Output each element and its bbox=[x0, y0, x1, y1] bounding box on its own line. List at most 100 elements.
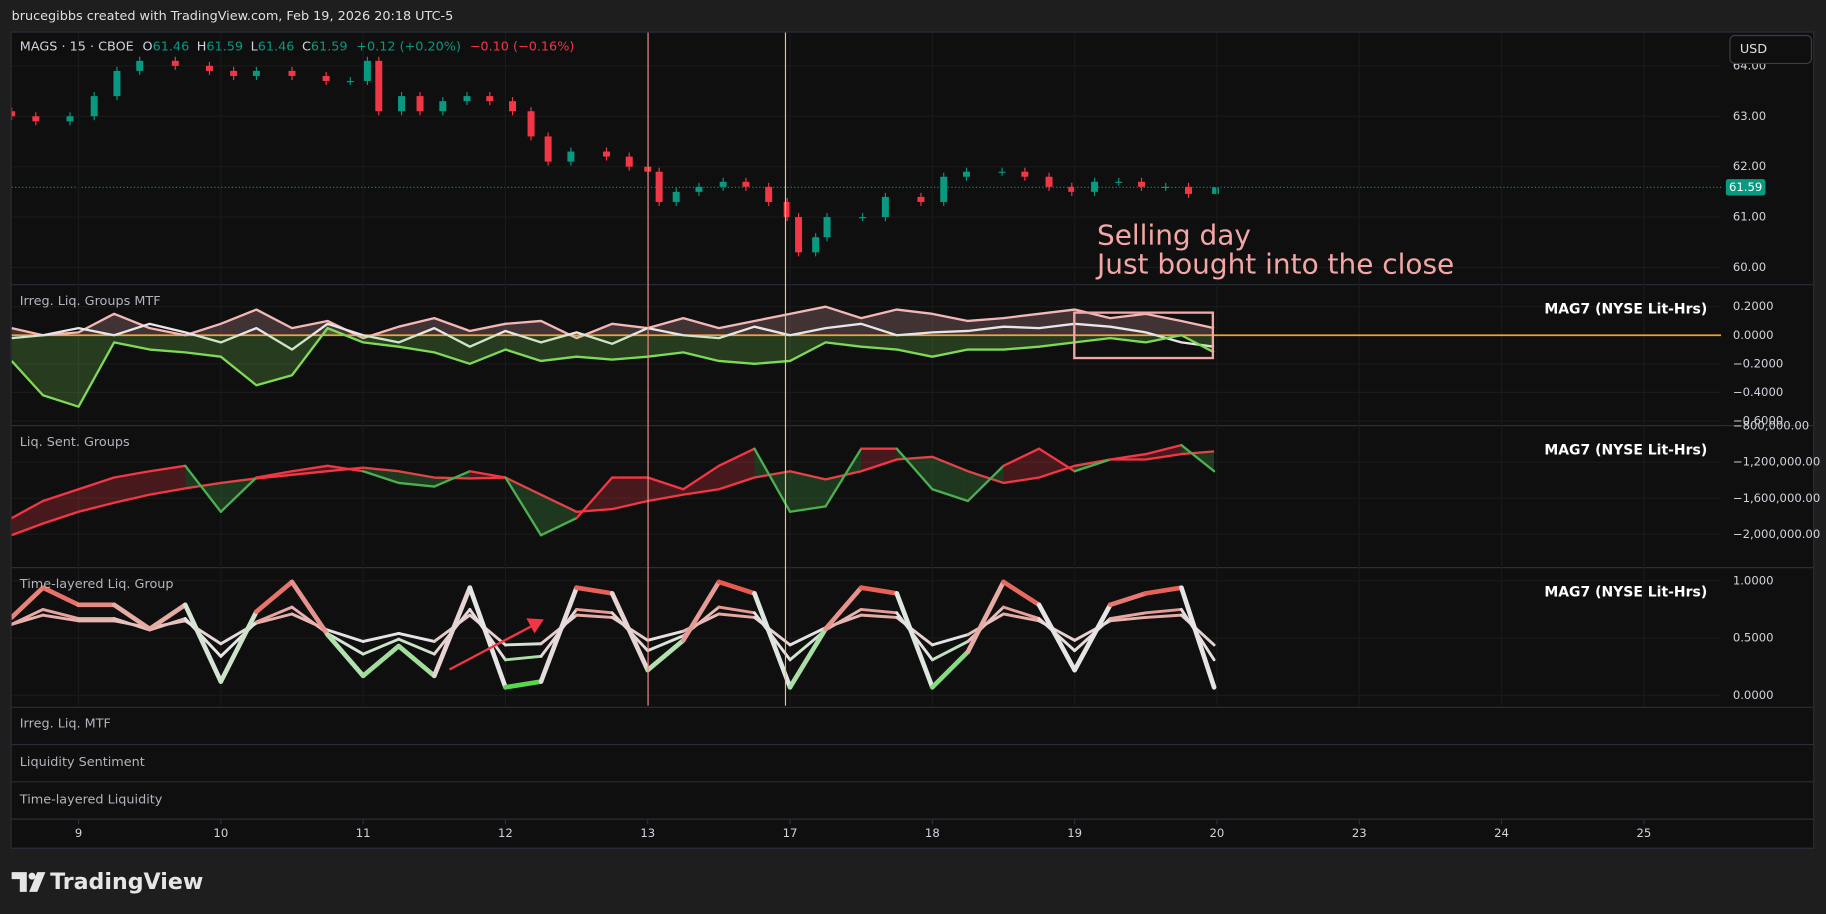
candle-body bbox=[11, 111, 16, 117]
area-fill bbox=[612, 477, 648, 510]
candle-body bbox=[998, 171, 1006, 173]
area-fill bbox=[114, 471, 150, 503]
currency-label[interactable]: USD bbox=[1740, 42, 1767, 57]
x-tick-label: 12 bbox=[498, 826, 513, 840]
line-segment bbox=[646, 629, 685, 642]
area-fill bbox=[647, 477, 684, 501]
line-segment bbox=[823, 585, 864, 632]
line-segment bbox=[184, 464, 222, 513]
candle-body bbox=[602, 151, 610, 157]
logo-mark bbox=[11, 872, 27, 892]
line-segment bbox=[895, 447, 934, 491]
line-segment bbox=[1036, 602, 1077, 673]
line-segment bbox=[575, 476, 614, 520]
area-fill bbox=[967, 465, 1004, 501]
footer-brand: TradingView bbox=[50, 869, 203, 895]
candle-body bbox=[567, 151, 575, 162]
arrow bbox=[448, 624, 534, 671]
x-tick-label: 10 bbox=[213, 826, 228, 840]
line-segment bbox=[111, 602, 153, 632]
y-tick-label: 61.00 bbox=[1733, 210, 1766, 224]
line-segment bbox=[680, 579, 722, 643]
currency-button[interactable] bbox=[1729, 34, 1813, 65]
line-segment bbox=[40, 585, 81, 608]
line-segment bbox=[682, 464, 721, 491]
line-segment bbox=[538, 585, 579, 684]
candle-body bbox=[322, 75, 330, 81]
line-segment bbox=[148, 617, 187, 632]
area-fill bbox=[790, 471, 826, 512]
candle-body bbox=[1021, 171, 1029, 177]
y-tick-label: −0.6000 bbox=[1733, 413, 1783, 427]
x-tick-label: 20 bbox=[1210, 826, 1225, 840]
y-tick-label: 60.00 bbox=[1733, 260, 1766, 274]
line-segment bbox=[183, 617, 223, 658]
line-segment bbox=[824, 607, 863, 632]
y-tick-label: 0.5000 bbox=[1733, 631, 1774, 645]
line-segment bbox=[858, 585, 900, 596]
area-fill bbox=[78, 477, 115, 512]
line-segment bbox=[752, 591, 793, 690]
pane-source: MAG7 (NYSE Lit-Hrs) bbox=[1544, 302, 1707, 318]
line-segment bbox=[112, 470, 151, 479]
collapsed-pane-title[interactable]: Irreg. Liq. MTF bbox=[20, 717, 111, 732]
line-segment bbox=[326, 631, 365, 656]
line-segment bbox=[433, 470, 472, 488]
candle-body bbox=[962, 171, 970, 177]
candle-body bbox=[1184, 186, 1192, 194]
line-segment bbox=[290, 464, 329, 473]
collapsed-pane-title[interactable]: Liquidity Sentiment bbox=[20, 755, 145, 770]
line-segment bbox=[289, 579, 330, 637]
line-segment bbox=[397, 637, 436, 656]
candle-body bbox=[783, 201, 791, 218]
line-segment bbox=[788, 505, 827, 513]
candle-body bbox=[1162, 186, 1170, 188]
line-segment bbox=[182, 602, 224, 684]
line-segment bbox=[894, 591, 935, 690]
candle-body bbox=[205, 65, 213, 71]
candle-body bbox=[1091, 181, 1099, 192]
candle-body bbox=[672, 191, 680, 202]
area-fill bbox=[505, 477, 542, 536]
legend-label: O bbox=[142, 39, 152, 54]
line-segment bbox=[1073, 458, 1112, 473]
line-segment bbox=[11, 585, 46, 620]
line-segment bbox=[646, 476, 685, 491]
candle-body bbox=[463, 96, 471, 102]
line-segment bbox=[1072, 602, 1113, 673]
line-segment bbox=[859, 613, 899, 619]
line-segment bbox=[609, 591, 651, 673]
collapsed-pane-title[interactable]: Time-layered Liquidity bbox=[19, 792, 163, 807]
line-segment bbox=[1037, 447, 1076, 473]
line-segment bbox=[504, 476, 543, 537]
line-segment bbox=[717, 612, 756, 619]
line-segment bbox=[1144, 443, 1183, 456]
x-tick-label: 24 bbox=[1494, 826, 1509, 840]
line-segment bbox=[753, 447, 792, 513]
line-segment bbox=[41, 488, 80, 503]
line-segment bbox=[468, 470, 507, 479]
line-segment bbox=[326, 628, 365, 643]
line-segment bbox=[1108, 611, 1148, 621]
y-tick-label: 62.00 bbox=[1733, 159, 1766, 173]
line-segment bbox=[396, 643, 437, 679]
candle-body bbox=[1212, 187, 1220, 194]
y-tick-label: 0.0000 bbox=[1733, 688, 1774, 702]
candle-body bbox=[917, 196, 925, 202]
x-tick-label: 13 bbox=[640, 826, 655, 840]
x-tick-label: 9 bbox=[75, 826, 82, 840]
candle-body bbox=[625, 156, 633, 167]
y-tick-label: 1.0000 bbox=[1733, 573, 1774, 587]
y-tick-label: 0.0000 bbox=[1733, 328, 1774, 342]
line-segment bbox=[930, 649, 971, 690]
line-segment bbox=[574, 585, 615, 596]
candle-body bbox=[230, 70, 238, 76]
line-segment bbox=[112, 617, 152, 632]
candle-body bbox=[171, 60, 179, 66]
line-segment bbox=[575, 607, 614, 615]
candle-body bbox=[509, 101, 517, 112]
candle-body bbox=[375, 60, 383, 112]
candle-body bbox=[1045, 176, 1053, 187]
line-segment bbox=[717, 447, 756, 467]
